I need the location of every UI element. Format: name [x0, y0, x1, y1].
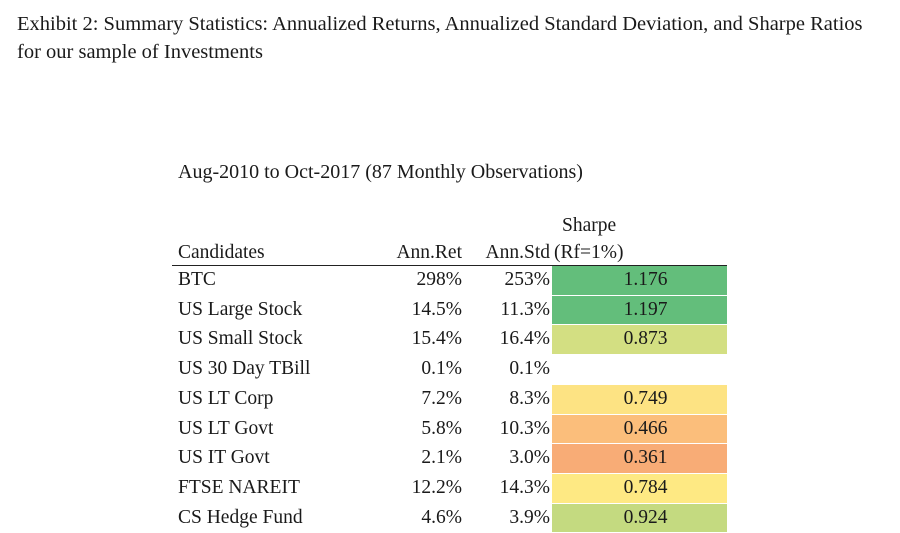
header-row-bottom: Candidates Ann.Ret Ann.Std (Rf=1%) — [172, 239, 727, 266]
cell-ann-std: 10.3% — [499, 417, 550, 439]
header-candidates: Candidates — [178, 242, 265, 263]
cell-candidate: US LT Govt — [178, 417, 274, 439]
header-ann-std: Ann.Std — [485, 242, 550, 263]
cell-sharpe: 1.197 — [552, 295, 727, 326]
header-spacer — [172, 213, 376, 239]
table-row: FTSE NAREIT 12.2% 14.3% 0.784 — [172, 473, 727, 504]
summary-statistics-table: Sharpe Candidates Ann.Ret Ann.Std (Rf=1%… — [172, 213, 727, 533]
header-spacer — [462, 213, 552, 239]
cell-candidate: US 30 Day TBill — [178, 358, 311, 380]
cell-ann-ret: 0.1% — [421, 358, 462, 380]
cell-ann-ret: 14.5% — [411, 298, 462, 320]
cell-sharpe: 0.873 — [552, 324, 727, 356]
cell-ann-std: 0.1% — [509, 358, 550, 380]
cell-sharpe: 0.466 — [552, 414, 727, 445]
cell-ann-ret: 12.2% — [411, 476, 462, 498]
table-body: BTC 298% 253% 1.176 US Large Stock 14.5% 11.3%… — [172, 265, 727, 533]
table-row: CS Hedge Fund 4.6% 3.9% 0.924 — [172, 503, 727, 533]
table-row: US LT Corp 7.2% 8.3% 0.749 — [172, 384, 727, 415]
table-row: US IT Govt 2.1% 3.0% 0.361 — [172, 443, 727, 474]
table-row: US Large Stock 14.5% 11.3% 1.197 — [172, 295, 727, 326]
cell-candidate: CS Hedge Fund — [178, 506, 303, 528]
cell-sharpe — [552, 354, 727, 385]
table-header: Sharpe Candidates Ann.Ret Ann.Std (Rf=1%… — [172, 213, 727, 266]
cell-ann-ret: 2.1% — [421, 447, 462, 469]
cell-sharpe: 0.749 — [552, 384, 727, 415]
header-sharpe-line1: Sharpe — [562, 215, 617, 236]
cell-ann-std: 8.3% — [509, 387, 550, 409]
table-row: US 30 Day TBill 0.1% 0.1% — [172, 354, 727, 385]
cell-candidate: BTC — [178, 269, 216, 291]
cell-sharpe: 0.784 — [552, 473, 727, 504]
cell-sharpe: 1.176 — [552, 265, 727, 296]
cell-candidate: US LT Corp — [178, 387, 274, 409]
cell-candidate: US Large Stock — [178, 298, 303, 320]
table-row: US LT Govt 5.8% 10.3% 0.466 — [172, 414, 727, 445]
header-sharpe-line2: (Rf=1%) — [554, 242, 624, 263]
cell-ann-std: 14.3% — [499, 476, 550, 498]
cell-sharpe: 0.924 — [552, 503, 727, 533]
header-ann-ret: Ann.Ret — [396, 242, 462, 263]
cell-ann-std: 3.9% — [509, 506, 550, 528]
cell-candidate: US IT Govt — [178, 447, 270, 469]
table-row: US Small Stock 15.4% 16.4% 0.873 — [172, 324, 727, 356]
header-spacer — [376, 213, 462, 239]
cell-ann-std: 16.4% — [499, 328, 550, 350]
cell-ann-std: 3.0% — [509, 447, 550, 469]
cell-candidate: FTSE NAREIT — [178, 476, 300, 498]
cell-sharpe: 0.361 — [552, 443, 727, 474]
cell-ann-std: 11.3% — [500, 298, 550, 320]
table-row: BTC 298% 253% 1.176 — [172, 265, 727, 296]
cell-ann-ret: 7.2% — [421, 387, 462, 409]
cell-candidate: US Small Stock — [178, 328, 303, 350]
cell-ann-ret: 15.4% — [411, 328, 462, 350]
cell-ann-ret: 298% — [416, 269, 463, 291]
cell-ann-std: 253% — [504, 269, 551, 291]
cell-ann-ret: 4.6% — [421, 506, 462, 528]
cell-ann-ret: 5.8% — [421, 417, 462, 439]
header-row-top: Sharpe — [172, 213, 727, 239]
exhibit-title: Exhibit 2: Summary Statistics: Annualize… — [17, 13, 863, 63]
table-subtitle: Aug-2010 to Oct-2017 (87 Monthly Observa… — [178, 161, 583, 183]
